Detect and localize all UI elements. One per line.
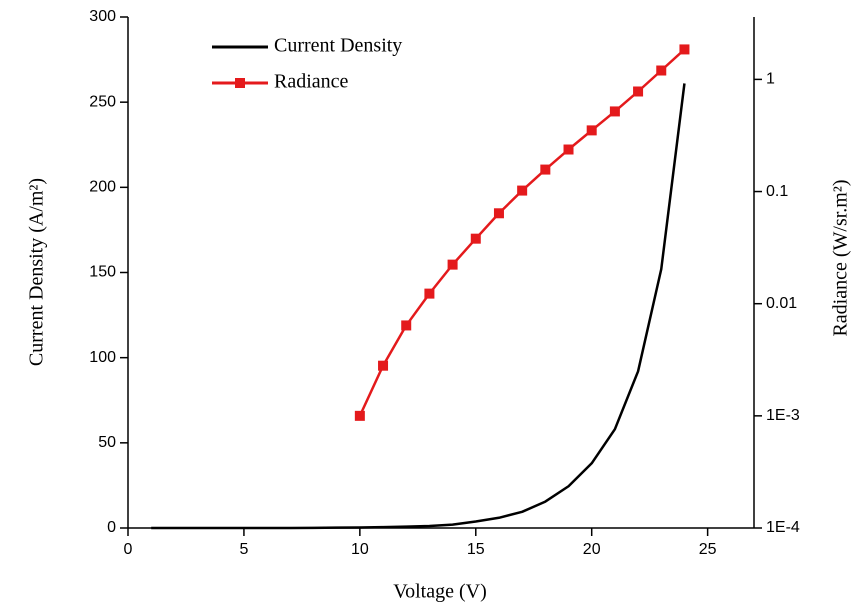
x-tick-label: 20 (583, 541, 601, 558)
y2-tick-label: 1E-3 (766, 407, 800, 424)
x-tick-label: 5 (239, 541, 248, 558)
legend-label: Current Density (274, 35, 402, 57)
series-marker (679, 44, 690, 55)
y-tick-label: 250 (89, 93, 116, 110)
y-tick-label: 0 (107, 519, 116, 536)
x-tick-label: 25 (699, 541, 717, 558)
series-marker (447, 259, 458, 270)
y-axis-title: Current Density (A/m²) (26, 178, 48, 366)
y2-tick-label: 1E-4 (766, 519, 800, 536)
series-marker (354, 410, 365, 421)
series-marker (656, 65, 667, 76)
y-tick-label: 50 (98, 434, 116, 451)
x-axis-title: Voltage (V) (393, 581, 487, 603)
x-tick-label: 0 (124, 541, 133, 558)
legend-label: Radiance (274, 71, 349, 93)
series-marker (401, 320, 412, 331)
y-tick-label: 200 (89, 179, 116, 196)
series-marker (633, 86, 644, 97)
series-marker (563, 144, 574, 155)
series-marker (424, 288, 435, 299)
series-marker (540, 164, 551, 175)
series-line (151, 83, 686, 530)
x-tick-label: 15 (467, 541, 485, 558)
series-marker (493, 208, 504, 219)
series-marker (470, 233, 481, 244)
series-line (358, 48, 686, 417)
series-marker (609, 106, 620, 117)
legend-marker (235, 78, 245, 88)
y2-tick-label: 0.1 (766, 183, 788, 200)
y-tick-label: 100 (89, 349, 116, 366)
y2-tick-label: 1 (766, 71, 775, 88)
y2-tick-label: 0.01 (766, 295, 797, 312)
x-tick-label: 10 (351, 541, 369, 558)
series-marker (517, 185, 528, 196)
series-marker (378, 360, 389, 371)
y-tick-label: 300 (89, 8, 116, 25)
y-tick-label: 150 (89, 264, 116, 281)
series-marker (586, 125, 597, 136)
y2-axis-title: Radiance (W/sr.m²) (830, 179, 852, 336)
